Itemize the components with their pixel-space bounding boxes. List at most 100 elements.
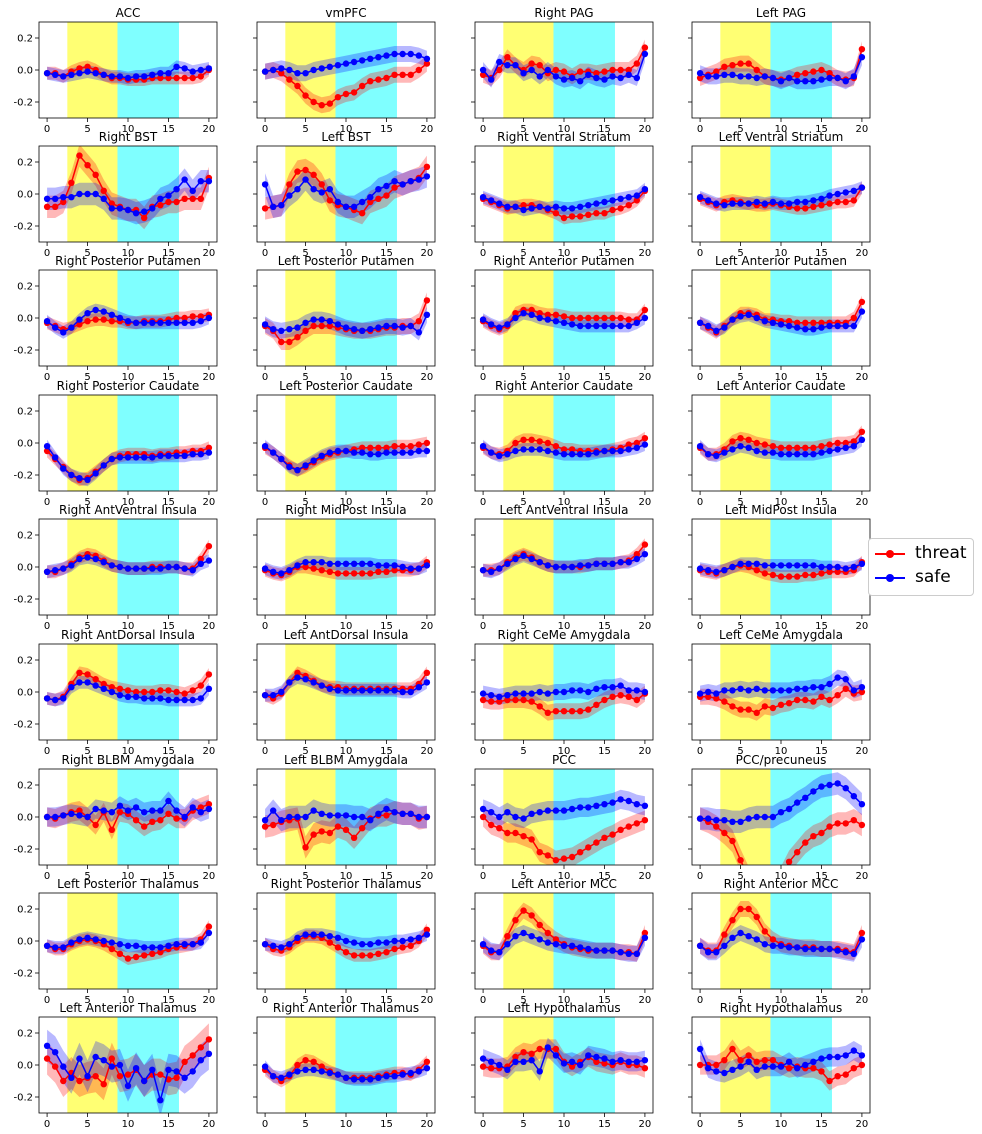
safe-point [165, 319, 172, 326]
threat-point [802, 319, 809, 326]
safe-point [294, 70, 301, 77]
safe-point [504, 692, 511, 699]
threat-point [342, 949, 350, 956]
threat-point [108, 826, 116, 833]
x-tick-label: 10 [775, 621, 788, 632]
threat-point [544, 929, 552, 937]
safe-point [51, 1049, 59, 1056]
threat-point [100, 1081, 107, 1088]
threat-point [76, 65, 83, 72]
threat-point [625, 316, 632, 323]
safe-point [560, 205, 568, 212]
anticipation-span [67, 270, 118, 366]
safe-point [358, 57, 366, 64]
safe-point [576, 687, 584, 694]
x-tick-label: 20 [639, 248, 652, 259]
threat-point [391, 184, 398, 191]
threat-point [536, 61, 543, 69]
y-tick-label: 0.0 [17, 688, 33, 699]
safe-point [826, 447, 833, 455]
threat-point [617, 826, 624, 833]
safe-point [568, 74, 576, 82]
safe-error-band [265, 306, 427, 341]
safe-point [140, 73, 148, 80]
safe-point [713, 1068, 720, 1075]
safe-point [568, 451, 576, 458]
safe-point [205, 929, 213, 937]
safe-point [197, 451, 205, 458]
safe-point [278, 202, 285, 209]
safe-point [423, 931, 431, 938]
x-tick-label: 15 [598, 871, 611, 882]
safe-point [149, 944, 156, 951]
safe-point [753, 314, 760, 322]
threat-point [617, 205, 624, 212]
y-tick-label: -0.2 [13, 346, 33, 357]
threat-point [528, 60, 535, 67]
safe-point [108, 311, 116, 318]
safe-point [536, 688, 543, 696]
safe-point [753, 447, 760, 455]
threat-point [391, 567, 398, 574]
safe-point [496, 324, 503, 331]
threat-point [318, 322, 325, 330]
safe-point [261, 1063, 269, 1070]
threat-point [479, 813, 487, 821]
safe-point [585, 945, 592, 953]
x-tick-label: 15 [815, 746, 828, 757]
x-tick-label: 0 [697, 1119, 703, 1130]
threat-point [189, 195, 196, 202]
panel-plot-area [43, 769, 213, 865]
threat-point [197, 804, 205, 811]
y-tick-label: -0.2 [13, 845, 33, 856]
x-tick-label: 10 [340, 497, 353, 508]
safe-point [593, 449, 600, 456]
safe-point [593, 74, 600, 82]
x-tick-label: 20 [856, 621, 869, 632]
threat-point [294, 334, 301, 341]
panel-title: Left Anterior MCC [511, 877, 617, 891]
safe-point [132, 210, 140, 217]
panel-title: ACC [116, 6, 141, 20]
threat-point [528, 836, 535, 843]
safe-point [334, 560, 342, 567]
x-tick-label: 5 [520, 124, 526, 135]
x-tick-label: 5 [520, 871, 526, 882]
safe-point [189, 451, 196, 458]
safe-point [496, 1061, 503, 1069]
safe-point [625, 687, 632, 694]
safe-point [753, 685, 760, 692]
threat-point [753, 439, 760, 447]
safe-point [84, 813, 91, 821]
x-tick-label: 15 [815, 248, 828, 259]
safe-point [696, 942, 704, 949]
safe-point [544, 690, 552, 697]
safe-point [858, 436, 866, 443]
x-tick-label: 20 [421, 497, 434, 508]
safe-point [43, 195, 51, 202]
threat-point [560, 855, 568, 862]
panel-title: Left BLBM Amygdala [284, 753, 408, 767]
threat-point [157, 202, 164, 209]
safe-point [278, 944, 285, 951]
safe-point [367, 687, 374, 694]
threat-point [593, 210, 600, 217]
safe-point [116, 1061, 124, 1069]
safe-point [302, 1066, 309, 1074]
y-tick-label: 0.2 [17, 905, 33, 916]
threat-point [536, 310, 543, 317]
x-tick-label: 5 [520, 746, 526, 757]
safe-point [269, 568, 277, 575]
safe-point [850, 1047, 858, 1054]
outcome-span [117, 893, 179, 989]
safe-point [181, 565, 188, 572]
threat-point [696, 74, 704, 82]
safe-point [318, 931, 325, 938]
safe-point [544, 66, 552, 74]
threat-point [318, 102, 325, 109]
x-tick-label: 20 [203, 621, 216, 632]
safe-point [818, 76, 825, 83]
safe-point [51, 813, 59, 821]
x-tick-label: 20 [421, 372, 434, 383]
safe-point [729, 316, 736, 323]
